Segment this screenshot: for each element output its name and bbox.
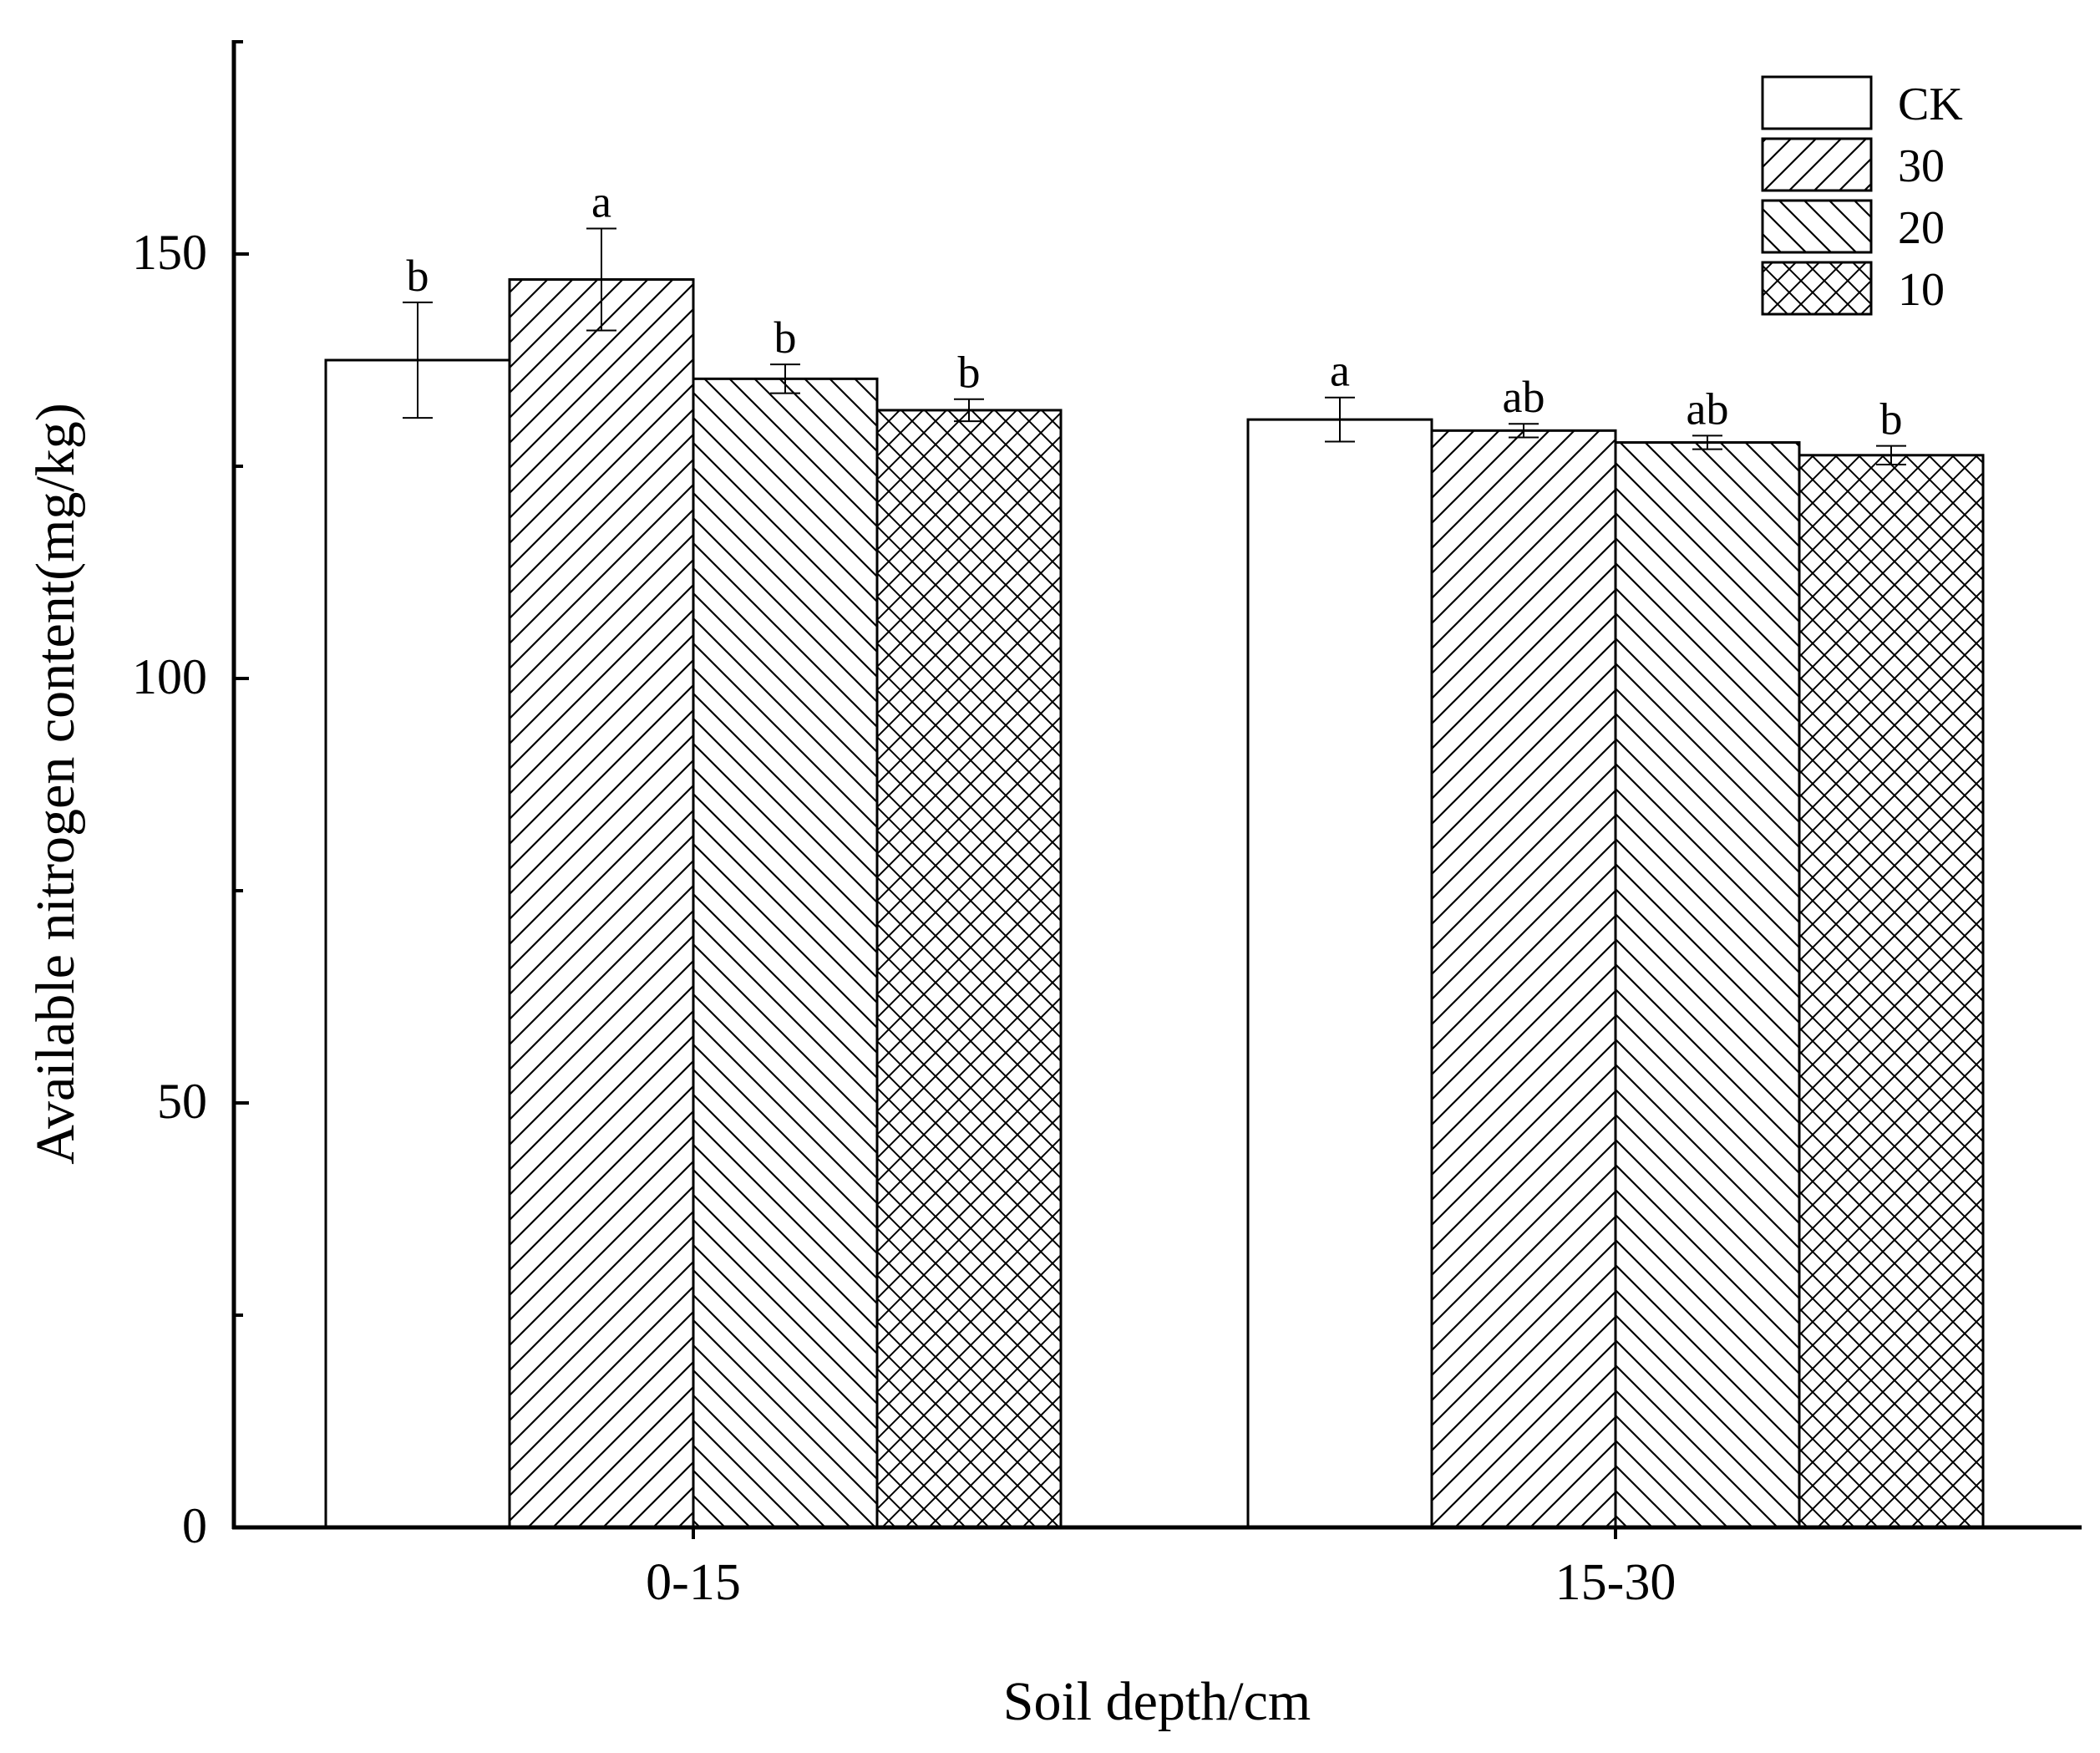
x-tick-label: 0-15 [646,1554,741,1611]
significance-label: b [407,251,429,301]
bar-10-15-30 [1798,454,1985,1529]
error-bar-20-15-30 [1692,434,1722,450]
significance-label: b [1880,394,1903,445]
x-tick-label: 15-30 [1555,1554,1676,1611]
error-bar-10-15-30 [1876,445,1906,465]
legend-swatch-ck [1761,75,1873,130]
significance-label: b [958,348,981,398]
bar-30-15-30 [1430,429,1617,1529]
legend-label: 20 [1898,202,1945,254]
y-tick-label: 150 [132,225,207,280]
legend-item-30: 30 [1761,137,1945,192]
bar-20-15-30 [1614,441,1801,1529]
bar-30-0-15 [508,277,695,1529]
significance-label: a [1330,346,1350,396]
legend-item-10: 10 [1761,261,1945,316]
significance-label: b [774,312,797,363]
y-tick-label: 0 [182,1498,207,1553]
legend-label: 30 [1898,140,1945,192]
y-tick-label: 100 [132,649,207,704]
error-bar-ck-0-15 [403,301,433,419]
legend-label: 10 [1898,264,1945,316]
y-axis-title: Available nitrogen content(mg/kg) [25,403,86,1165]
error-bar-ck-15-30 [1325,396,1355,443]
significance-label: ab [1687,384,1729,434]
legend-swatch-30 [1761,137,1873,192]
legend-label: CK [1898,79,1963,130]
bar-10-0-15 [875,409,1063,1529]
legend-item-20: 20 [1761,199,1945,254]
bar-ck-15-30 [1246,418,1433,1529]
error-bar-30-0-15 [586,227,616,332]
legend-swatch-10 [1761,261,1873,316]
error-bar-10-0-15 [954,398,984,423]
y-tick-label: 50 [157,1074,207,1129]
error-bar-30-15-30 [1509,423,1539,439]
x-axis-title: Soil depth/cm [1003,1671,1311,1732]
bar-ck-0-15 [324,358,511,1529]
significance-label: ab [1503,372,1545,422]
legend-item-ck: CK [1761,75,1963,130]
error-bar-20-0-15 [770,363,800,394]
significance-label: a [591,177,611,227]
legend-swatch-20 [1761,199,1873,254]
bar-20-0-15 [692,377,879,1529]
